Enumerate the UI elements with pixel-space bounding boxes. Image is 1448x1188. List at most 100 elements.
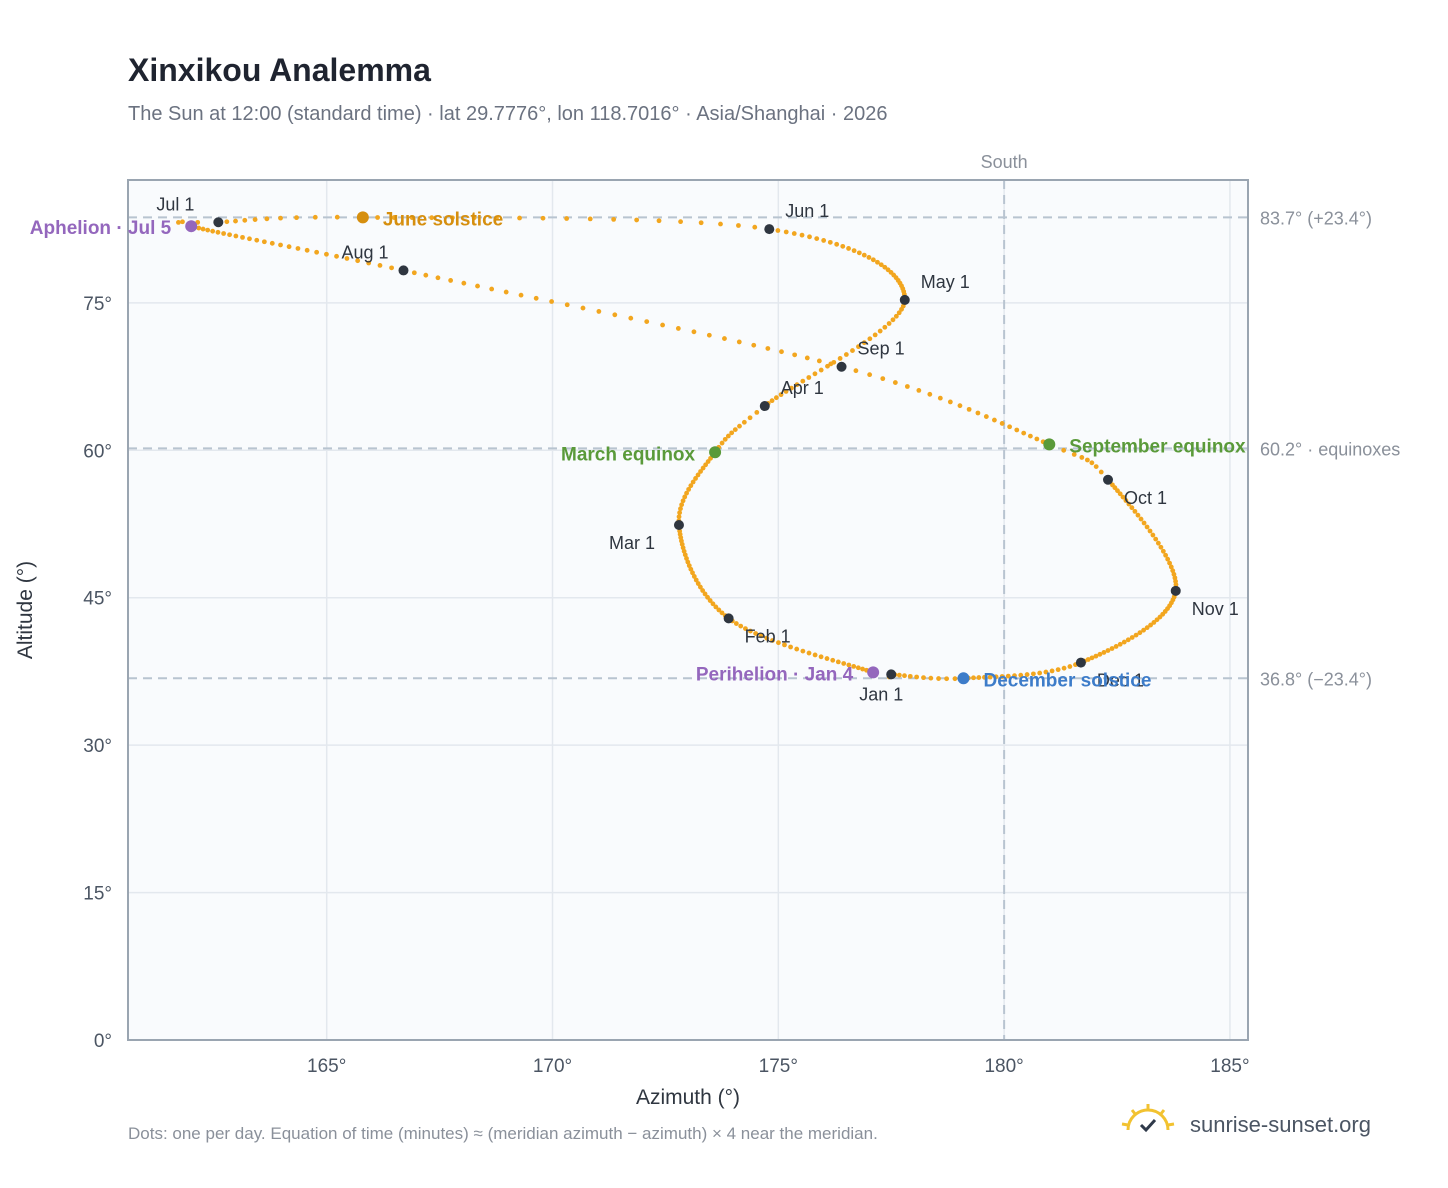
day-dot [366, 260, 372, 266]
day-dot [702, 591, 708, 597]
day-dot [751, 342, 757, 348]
x-tick-label: 185° [1210, 1056, 1249, 1077]
day-dot [1151, 620, 1157, 625]
day-dot [1163, 552, 1169, 558]
day-dot [314, 249, 320, 255]
month-label: Jan 1 [859, 684, 903, 704]
day-dot [736, 339, 742, 345]
day-dot [1097, 651, 1103, 657]
day-dot [435, 275, 441, 281]
day-dot [1007, 424, 1013, 430]
event-marker [957, 672, 970, 685]
day-dot [791, 231, 797, 236]
day-dot [1109, 646, 1115, 651]
day-dot [896, 310, 902, 316]
day-dot [695, 581, 701, 586]
day-dot [540, 215, 546, 221]
day-dot [1160, 548, 1166, 554]
chart-title: Xinxikou Analemma [128, 52, 431, 88]
day-dot [684, 490, 689, 496]
plot-area [128, 180, 1248, 1040]
day-dot [205, 227, 211, 233]
event-label: March equinox [561, 444, 696, 465]
brand-logo[interactable]: sunrise-sunset.org [1120, 1100, 1390, 1150]
day-dot [982, 674, 987, 680]
month-marker [1170, 585, 1181, 596]
day-dot [1144, 524, 1150, 530]
day-dot [729, 430, 735, 436]
day-dot [878, 262, 884, 268]
day-dot [1105, 648, 1111, 653]
day-dot [224, 219, 230, 225]
day-dot [1144, 625, 1150, 631]
day-dot [233, 233, 239, 239]
day-dot [1167, 560, 1172, 566]
day-dot [843, 352, 849, 357]
event-label: Aphelion · Jul 5 [30, 218, 172, 239]
day-dot [660, 322, 665, 328]
y-axis-label: Altitude (°) [14, 561, 37, 659]
day-dot [776, 640, 781, 646]
day-dot [564, 302, 570, 308]
day-dot [800, 648, 806, 654]
day-dot [856, 250, 862, 256]
day-dot [269, 240, 275, 246]
day-dot [688, 483, 694, 489]
day-dot [1141, 520, 1147, 526]
day-dot [896, 672, 902, 678]
month-marker [1103, 474, 1113, 485]
day-dot [690, 479, 696, 485]
day-dot [861, 340, 867, 346]
day-dot [700, 465, 706, 471]
day-dot [975, 410, 981, 416]
day-dot [693, 577, 699, 583]
day-dot [710, 601, 716, 607]
day-dot [1113, 644, 1119, 649]
event-marker [356, 211, 369, 224]
day-dot [928, 675, 934, 681]
day-dot [921, 675, 926, 681]
reference-label: 83.7° (+23.4°) [1260, 208, 1372, 228]
day-dot [1024, 672, 1030, 677]
day-dot [837, 356, 843, 361]
month-label: May 1 [921, 272, 970, 292]
event-marker [1043, 438, 1056, 451]
event-marker [709, 446, 722, 459]
day-dot [722, 436, 728, 442]
day-dot [200, 226, 206, 232]
day-dot [471, 215, 477, 221]
day-dot [596, 309, 602, 314]
day-dot [1117, 491, 1123, 497]
y-tick-label: 0° [94, 1031, 112, 1052]
day-dot [312, 214, 318, 220]
x-axis-label: Azimuth (°) [636, 1086, 740, 1109]
day-dot [678, 219, 683, 225]
day-dot [927, 391, 933, 397]
day-dot [644, 319, 650, 324]
day-dot [1115, 488, 1120, 494]
day-dot [818, 654, 824, 660]
day-dot [675, 326, 681, 331]
plot-frame [127, 179, 1249, 1041]
day-dot [718, 221, 723, 227]
day-dot [860, 666, 865, 672]
day-dot [782, 642, 787, 648]
day-dot [247, 236, 252, 242]
month-label: Nov 1 [1192, 599, 1239, 619]
day-dot [1049, 668, 1055, 674]
day-dot [753, 631, 759, 636]
day-dot [461, 280, 467, 286]
day-dot [489, 286, 495, 292]
day-dot [1126, 501, 1132, 507]
day-dot [1133, 632, 1139, 638]
day-dot [580, 305, 586, 311]
event-label: September equinox [1069, 436, 1246, 457]
day-dot [747, 415, 753, 421]
day-dot [1129, 635, 1135, 640]
day-dot [678, 506, 683, 512]
day-dot [676, 514, 682, 520]
day-dot [775, 228, 781, 233]
day-dot [278, 215, 283, 221]
day-dot [698, 220, 704, 226]
day-dot [957, 403, 963, 409]
